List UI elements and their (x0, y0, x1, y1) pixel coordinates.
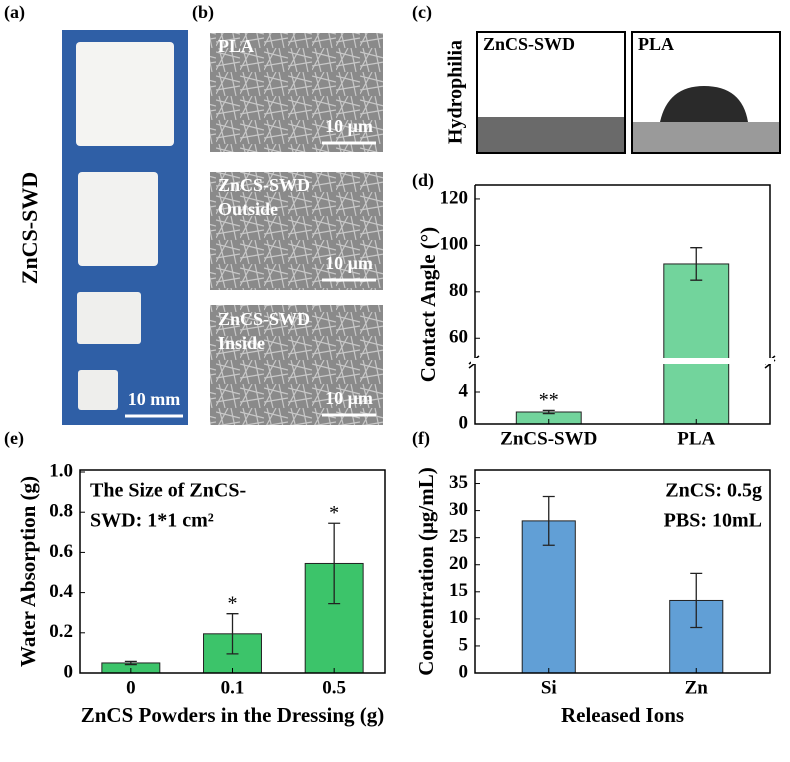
x-tick-label: 0 (126, 677, 136, 698)
error-bar (124, 660, 137, 666)
y-tick-label: 60 (449, 327, 468, 348)
y-tick-label: 10 (449, 607, 468, 628)
sem-image: ZnCS-SWD Outside 10 μm (210, 172, 383, 290)
y-tick-label: 20 (449, 553, 468, 574)
error-bar (690, 247, 703, 281)
y-tick-label: 4 (459, 380, 469, 401)
annotation: The Size of ZnCS- (90, 480, 246, 502)
y-tick-label: 80 (449, 280, 468, 301)
substrate (633, 122, 779, 152)
droplet (660, 86, 748, 122)
scale-label: 10 μm (325, 388, 373, 408)
y-tick-label: 35 (449, 472, 468, 493)
y-axis-label: Concentration (μg/mL) (414, 467, 438, 675)
photo-label: ZnCS-SWD (483, 34, 575, 54)
y-axis-label: Contact Angle (°) (416, 227, 440, 382)
x-axis-label: Released Ions (561, 703, 684, 727)
error-bar (542, 495, 555, 546)
pouch (76, 42, 174, 146)
sem (210, 33, 383, 152)
y-tick-label: 1.0 (49, 460, 73, 481)
x-axis-label: ZnCS Powders in the Dressing (g) (81, 703, 385, 727)
panel-label: (c) (412, 2, 432, 23)
y-tick-label: 120 (440, 187, 469, 208)
panel-label: (d) (412, 170, 434, 191)
y-axis-label: Water Absorption (g) (16, 476, 40, 667)
scale-label: 10 mm (128, 389, 181, 409)
y-tick-label: 25 (449, 526, 468, 547)
sem-label: ZnCS-SWD (218, 309, 310, 329)
sem-label: Inside (218, 333, 265, 353)
sem-label: ZnCS-SWD (218, 175, 310, 195)
significance: * (329, 502, 339, 524)
sem-label: Outside (218, 199, 278, 219)
sem (210, 172, 383, 290)
annotation: ZnCS: 0.5g (665, 480, 762, 502)
panel-label: (a) (4, 2, 25, 23)
y-tick-label: 15 (449, 580, 468, 601)
y-tick-label: 30 (449, 499, 468, 520)
scale-label: 10 μm (325, 253, 373, 273)
panel-a-label: ZnCS-SWD (17, 172, 42, 284)
pouch (77, 292, 141, 344)
annotation: SWD: 1*1 cm² (90, 510, 214, 532)
axis-frame (474, 184, 771, 425)
sem-label: PLA (218, 36, 254, 56)
panel-label: (b) (192, 2, 214, 23)
x-tick-label: 0.1 (221, 677, 245, 698)
x-tick-label: ZnCS-SWD (500, 428, 597, 449)
error-bar (542, 409, 555, 415)
x-tick-label: 0.5 (322, 677, 346, 698)
y-tick-label: 0.8 (49, 501, 73, 522)
error-bar (690, 572, 703, 629)
x-tick-label: PLA (677, 428, 715, 449)
y-tick-label: 5 (459, 634, 469, 655)
axis-frame (474, 469, 771, 674)
y-tick-label: 100 (440, 234, 469, 255)
axis-frame (79, 469, 386, 674)
y-tick-label: 0.2 (49, 621, 73, 642)
significance: * (228, 592, 238, 614)
bar (663, 263, 730, 425)
sem-image: PLA 10 μm (210, 33, 383, 152)
x-tick-label: Zn (685, 677, 709, 698)
panel-label: (f) (412, 428, 430, 449)
side-label: Hydrophilia (445, 40, 467, 144)
sem (210, 305, 383, 425)
pouch (78, 172, 158, 266)
sem-image: ZnCS-SWD Inside 10 μm (210, 305, 383, 425)
significance: ** (539, 389, 559, 411)
annotation: PBS: 10mL (664, 510, 762, 532)
y-tick-label: 0 (459, 661, 469, 682)
break-gap (471, 358, 774, 364)
x-tick-label: Si (541, 677, 557, 698)
scale-label: 10 μm (325, 116, 373, 136)
pouch (78, 370, 118, 410)
bar (521, 520, 576, 674)
error-bar (226, 613, 239, 655)
substrate (478, 117, 624, 152)
y-tick-label: 0 (459, 412, 469, 433)
photo-label: PLA (638, 34, 674, 54)
y-tick-label: 0 (64, 661, 74, 682)
y-tick-label: 0.6 (49, 541, 73, 562)
panel-label: (e) (4, 428, 24, 449)
error-bar (328, 522, 341, 605)
y-tick-label: 0.4 (49, 581, 73, 602)
